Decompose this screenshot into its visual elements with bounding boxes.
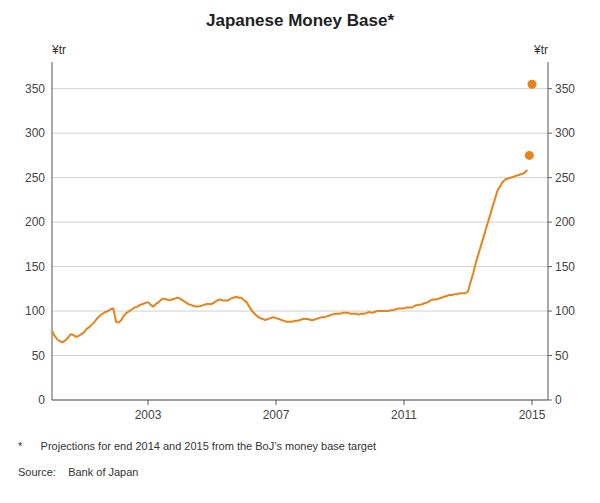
x-tick [276,400,277,405]
grid-line [52,266,548,267]
y-axis-label: ¥tr [51,43,66,57]
y-tick-label: 50 [32,349,46,363]
y2-tick [548,355,552,356]
y-tick-label: 0 [38,393,45,407]
y2-tick-label: 350 [555,82,575,96]
x-tick [404,400,405,405]
grid-line [52,355,548,356]
title: Japanese Money Base* [206,11,394,30]
x-tick-label: 2011 [391,408,417,422]
projection-dot [528,80,537,89]
y2-tick [548,177,552,178]
y-tick-label: 350 [25,82,45,96]
x-tick-label: 2015 [519,408,546,422]
x-tick [148,400,149,405]
y2-axis [548,62,549,400]
grid-line [52,222,548,223]
y-axis [52,62,53,400]
y2-tick [548,400,552,401]
plot-area [52,80,537,342]
y-tick-label: 100 [25,304,45,318]
y2-tick [548,266,552,267]
grid-line [52,177,548,178]
y2-tick [548,222,552,223]
series-line [52,171,527,343]
y2-axis-label: ¥tr [533,43,548,57]
y2-tick-label: 200 [555,215,575,229]
y2-tick-label: 300 [555,126,575,140]
y2-tick-label: 50 [555,349,569,363]
y-tick-label: 200 [25,215,45,229]
footnote: Source: Bank of Japan [18,466,138,478]
x-axis [52,400,548,401]
y2-tick-label: 250 [555,171,575,185]
grid-line [52,400,548,401]
y2-tick [548,133,552,134]
x-tick-label: 2003 [135,408,162,422]
x-tick [532,400,533,405]
y2-tick-label: 150 [555,260,575,274]
footnote: * Projections for end 2014 and 2015 from… [18,440,376,452]
y2-tick [548,88,552,89]
y-tick-label: 300 [25,126,45,140]
grid-line [52,133,548,134]
projection-dot [525,151,534,160]
grid-line [52,88,548,89]
y-tick-label: 150 [25,260,45,274]
chart: Japanese Money Base* ¥tr ¥tr 0 50 100 150 200 25… [0,0,600,503]
y2-tick-label: 100 [555,304,575,318]
y2-tick [548,311,552,312]
grid-line [52,311,548,312]
x-tick-label: 2007 [263,408,290,422]
y-tick-label: 250 [25,171,45,185]
grid [52,89,548,400]
y2-tick-label: 0 [555,393,562,407]
